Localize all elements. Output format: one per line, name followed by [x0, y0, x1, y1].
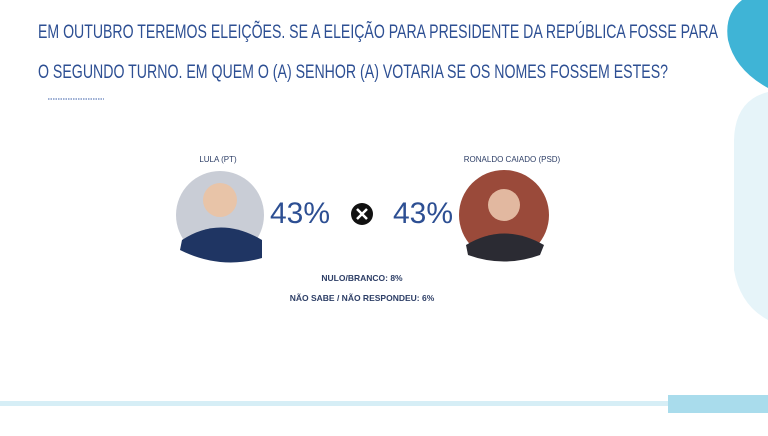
- photo-suit: [466, 233, 544, 262]
- note: NULO/BRANCO: 8%: [321, 273, 403, 283]
- side-shape: [734, 92, 768, 320]
- photo-face: [488, 189, 520, 221]
- versus-cross: [356, 208, 368, 220]
- candidate-name: RONALDO CAIADO (PSD): [464, 155, 561, 164]
- candidate-name: LULA (PT): [199, 155, 237, 164]
- title-line: EM OUTUBRO TEREMOS ELEIÇÕES. SE A ELEIÇÃ…: [38, 21, 718, 43]
- candidate-percent: 43%: [393, 197, 453, 230]
- title-line: O SEGUNDO TURNO. EM QUEM O (A) SENHOR (A…: [38, 62, 668, 83]
- note: NÃO SABE / NÃO RESPONDEU: 6%: [290, 293, 435, 303]
- candidate-percent: 43%: [270, 197, 330, 230]
- bottom-line: [0, 401, 768, 406]
- photo-suit: [180, 227, 262, 263]
- bottom-block: [668, 395, 768, 413]
- corner-shape: [727, 0, 768, 88]
- photo-face: [203, 183, 237, 217]
